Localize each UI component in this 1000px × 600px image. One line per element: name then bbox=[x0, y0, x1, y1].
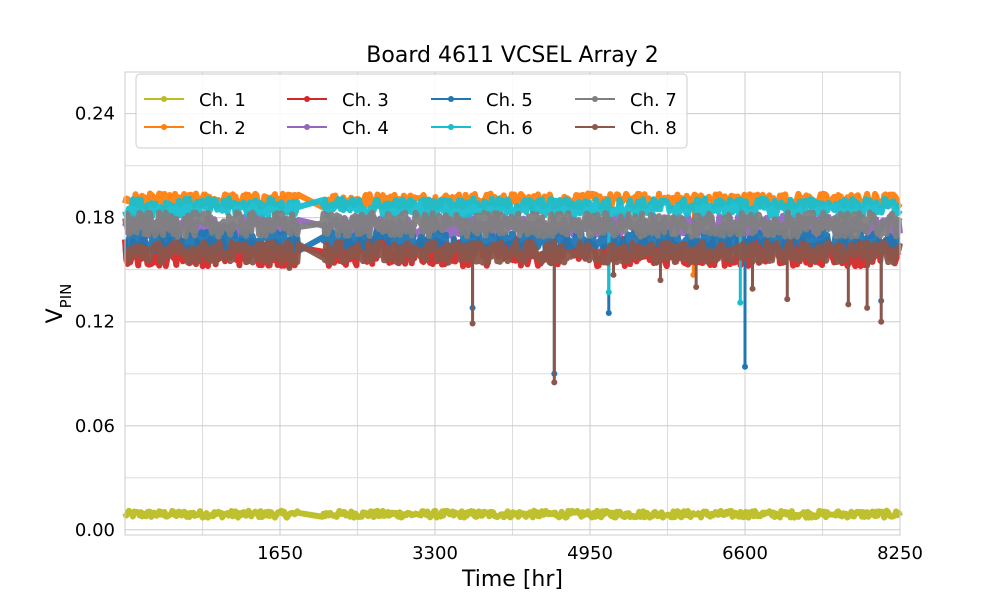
chart-title: Board 4611 VCSEL Array 2 bbox=[366, 43, 658, 68]
legend-label: Ch. 6 bbox=[486, 118, 533, 139]
series-dip-point bbox=[610, 271, 617, 278]
x-tick-label: 1650 bbox=[257, 543, 303, 564]
legend-label: Ch. 3 bbox=[342, 90, 389, 111]
legend-swatch-marker bbox=[304, 96, 310, 102]
series-dip-point bbox=[878, 318, 885, 325]
series-line bbox=[122, 190, 903, 211]
y-tick-label: 0.06 bbox=[75, 416, 115, 437]
y-axis-label: VPIN bbox=[43, 284, 75, 324]
x-tick-label: 3300 bbox=[412, 543, 458, 564]
x-axis-label: Time [hr] bbox=[461, 567, 563, 592]
x-tick-label: 4950 bbox=[567, 543, 613, 564]
series-ch7 bbox=[122, 209, 903, 240]
y-tick-label: 0.00 bbox=[75, 520, 115, 541]
series-dip-point bbox=[784, 296, 791, 303]
series-dip-point bbox=[657, 277, 664, 284]
series-dip-point bbox=[737, 299, 744, 306]
legend-swatch-marker bbox=[161, 96, 167, 102]
legend-swatch-marker bbox=[592, 124, 598, 130]
series-line bbox=[122, 507, 903, 521]
legend-swatch-marker bbox=[161, 124, 167, 130]
y-tick-label: 0.18 bbox=[75, 208, 115, 229]
legend-swatch-marker bbox=[304, 124, 310, 130]
series-line bbox=[122, 195, 903, 219]
legend-label: Ch. 7 bbox=[630, 90, 677, 111]
x-tick-label: 8250 bbox=[877, 543, 923, 564]
legend-label: Ch. 4 bbox=[342, 118, 389, 139]
series-dip-point bbox=[605, 289, 612, 296]
series-dip-point bbox=[286, 264, 293, 271]
series-line bbox=[122, 209, 903, 240]
series-dip-point bbox=[469, 320, 476, 327]
legend: Ch. 1 Ch. 2 Ch. 3 Ch. 4 Ch. 5 Ch. 6 Ch. 7 Ch. 8 bbox=[135, 73, 688, 149]
legend-label: Ch. 5 bbox=[486, 90, 533, 111]
y-axis-label-sub: PIN bbox=[57, 284, 75, 309]
x-tick-label: 6600 bbox=[722, 543, 768, 564]
legend-swatch-marker bbox=[592, 96, 598, 102]
series-ch8 bbox=[123, 238, 903, 386]
ticks: 1650 3300 4950 6600 8250 0.00 0.06 0.12 0.18 0.24 bbox=[75, 104, 923, 564]
y-axis-label-main: V bbox=[43, 308, 68, 323]
legend-label: Ch. 2 bbox=[199, 118, 246, 139]
series-dip-point bbox=[749, 285, 756, 292]
plot-frame bbox=[124, 71, 901, 536]
y-tick-label: 0.12 bbox=[75, 312, 115, 333]
series-dip-point bbox=[845, 301, 852, 308]
y-tick-label: 0.24 bbox=[75, 104, 115, 125]
legend-swatch-marker bbox=[448, 96, 454, 102]
series-dip-point bbox=[551, 379, 558, 386]
legend-swatch-marker bbox=[448, 124, 454, 130]
series-ch1 bbox=[122, 507, 903, 521]
series-dip-point bbox=[605, 310, 612, 317]
series-dip-point bbox=[693, 284, 700, 291]
legend-box bbox=[135, 73, 688, 149]
series-line bbox=[123, 238, 903, 266]
series-dip-point bbox=[742, 363, 748, 370]
legend-label: Ch. 8 bbox=[630, 118, 677, 139]
legend-label: Ch. 1 bbox=[199, 90, 246, 111]
series-group bbox=[122, 190, 903, 521]
series-dip-point bbox=[864, 304, 871, 311]
